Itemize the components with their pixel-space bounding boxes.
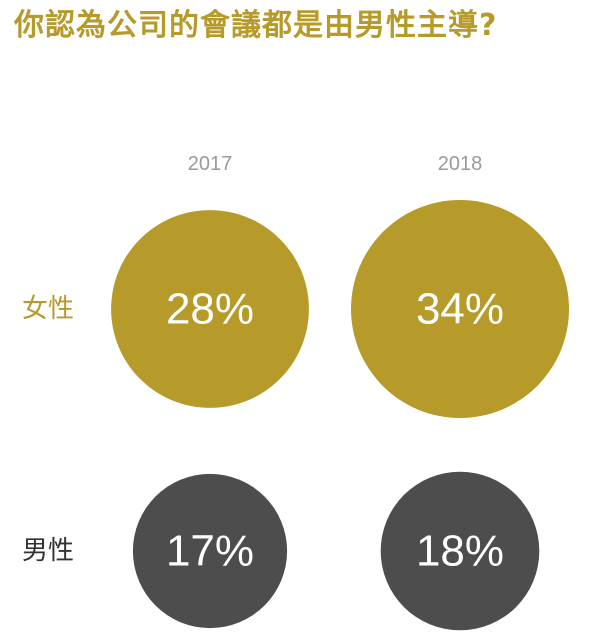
bubble-female-2017 [111, 210, 309, 408]
year-label-2017: 2017 [188, 153, 233, 175]
bubble-label-female-2018: 34% [416, 285, 504, 334]
bubble-label-male-2017: 17% [166, 527, 254, 576]
row-label-female: 女性 [22, 294, 74, 324]
bubble-male-2018 [380, 471, 540, 631]
year-label-2018: 2018 [438, 153, 483, 175]
bubble-male-2017 [132, 473, 288, 629]
year-labels: 2017 2018 [188, 153, 483, 175]
bubble-label-male-2018: 18% [416, 527, 504, 576]
bubbles: 28% 34% 17% 18% [111, 200, 569, 631]
bubble-female-2018 [351, 200, 569, 418]
bubble-label-female-2017: 28% [166, 285, 254, 334]
row-label-male: 男性 [22, 536, 74, 566]
chart-title: 你認為公司的會議都是由男性主導? [14, 8, 498, 43]
